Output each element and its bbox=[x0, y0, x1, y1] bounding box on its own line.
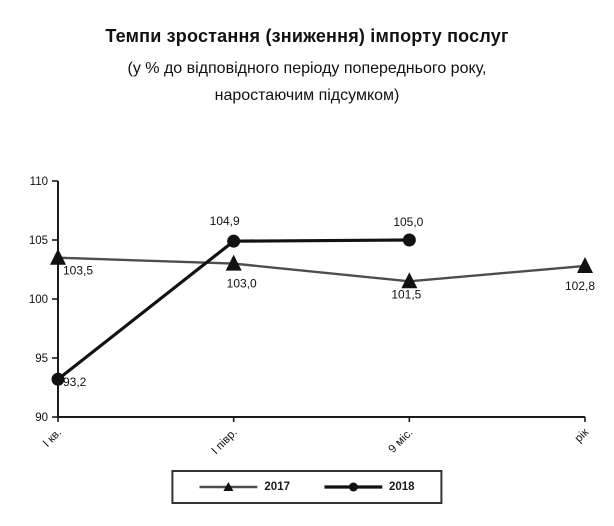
x-tick-label: І півр. bbox=[209, 427, 239, 457]
legend-2017-line-triangle-marker-icon bbox=[199, 482, 258, 491]
series-2017-triangle-marker-icon bbox=[225, 254, 242, 271]
chart-subtitle-line1: (у % до відповідного періоду попередньог… bbox=[127, 60, 487, 77]
legend-label-2017: 2017 bbox=[264, 481, 290, 493]
x-tick-label: рік bbox=[573, 426, 592, 445]
data-label: 103,0 bbox=[227, 277, 257, 291]
series-2017: 103,5 103,0 101,5 102,8 bbox=[50, 248, 595, 301]
data-label: 93,2 bbox=[63, 375, 87, 389]
legend-circle-marker-icon bbox=[348, 482, 358, 492]
series-2017-triangle-marker-icon bbox=[401, 272, 418, 289]
chart-subtitle-line2: наростаючим підсумком) bbox=[214, 87, 400, 104]
chart-legend: 2017 2018 bbox=[171, 470, 443, 504]
data-label: 105,0 bbox=[393, 215, 423, 229]
legend-2018-line-circle-marker-icon bbox=[324, 482, 382, 492]
series-2018-circle-marker-icon bbox=[51, 372, 65, 386]
series-2018-circle-marker-icon bbox=[402, 233, 416, 247]
legend-item-2017: 2017 bbox=[199, 480, 290, 494]
legend-item-2018: 2018 bbox=[324, 480, 415, 494]
chart-subtitle: (у % до відповідного періоду попередньог… bbox=[0, 55, 614, 109]
y-tick-label: 100 bbox=[29, 294, 48, 306]
series-2017-triangle-marker-icon bbox=[577, 256, 593, 273]
data-label: 101,5 bbox=[391, 287, 421, 301]
legend-triangle-marker-icon bbox=[223, 482, 234, 491]
series-2018: 93,2 104,9 105,0 bbox=[51, 214, 424, 389]
data-label: 104,9 bbox=[210, 214, 240, 228]
series-2017-triangle-marker-icon bbox=[50, 248, 66, 265]
chart-title: Темпи зростання (зниження) імпорту послу… bbox=[105, 26, 509, 46]
series-line-2017 bbox=[57, 256, 586, 283]
data-label: 102,8 bbox=[565, 279, 595, 293]
y-tick-label: 95 bbox=[35, 353, 48, 365]
data-label: 103,5 bbox=[63, 264, 93, 278]
legend-label-2018: 2018 bbox=[389, 481, 415, 493]
x-tick-label: І кв. bbox=[41, 427, 64, 450]
y-tick-label: 110 bbox=[30, 176, 48, 188]
x-tick-label: 9 міс. bbox=[386, 427, 415, 456]
y-tick-label: 105 bbox=[29, 235, 48, 247]
series-2018-circle-marker-icon bbox=[227, 234, 241, 248]
y-tick-label: 90 bbox=[35, 412, 48, 424]
